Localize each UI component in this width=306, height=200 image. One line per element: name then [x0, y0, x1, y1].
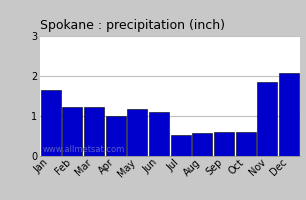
Bar: [41, 90, 61, 156]
Bar: [149, 112, 169, 156]
Bar: [257, 82, 277, 156]
Bar: [106, 116, 126, 156]
Bar: [236, 132, 256, 156]
Bar: [84, 107, 104, 156]
Bar: [127, 109, 147, 156]
Bar: [171, 135, 191, 156]
Text: Spokane : precipitation (inch): Spokane : precipitation (inch): [40, 19, 225, 32]
Bar: [192, 133, 212, 156]
Text: www.allmetsat.com: www.allmetsat.com: [42, 145, 125, 154]
Bar: [214, 132, 234, 156]
Bar: [62, 107, 82, 156]
Bar: [279, 73, 299, 156]
